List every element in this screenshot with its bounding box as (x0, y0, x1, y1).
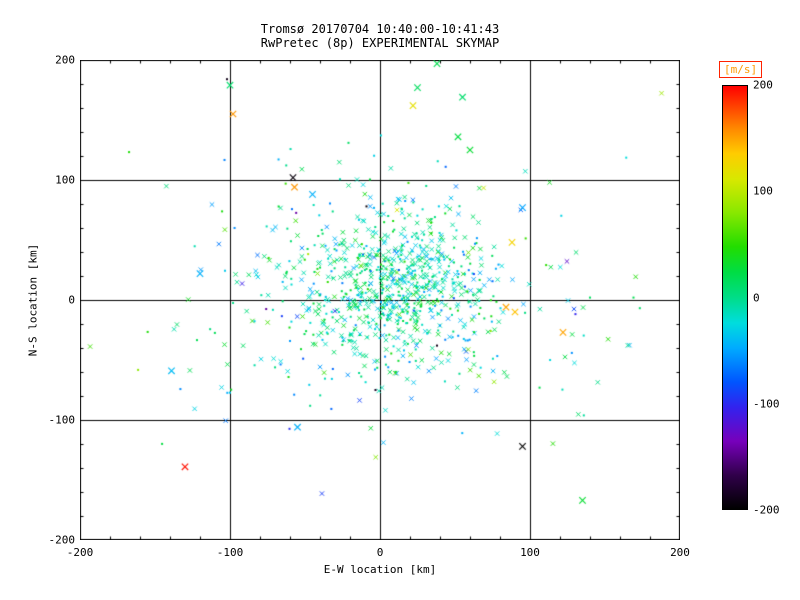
x-tick-label: 0 (376, 546, 384, 559)
colorbar-unit-label: [m/s] (719, 61, 763, 78)
y-tick-label: -100 (48, 413, 76, 427)
y-axis-title: N-S location [km] (26, 243, 40, 357)
x-tick-label: -100 (216, 546, 244, 559)
x-axis-tick-labels: -200 -100 0 100 200 (67, 546, 690, 560)
y-tick-label: -200 (48, 533, 76, 547)
title-block: Tromsø 20170704 10:40:00-10:41:43 RwPret… (80, 22, 680, 50)
colorbar-tick-label: -200 (753, 503, 780, 517)
colorbar (722, 85, 748, 510)
colorbar-tick-labels: 200 100 0 -100 -200 (753, 79, 797, 517)
x-tick-label: 100 (520, 546, 540, 559)
chart-title: Tromsø 20170704 10:40:00-10:41:43 (260, 22, 500, 36)
plot-canvas (80, 60, 680, 540)
colorbar-tick-label: 200 (753, 78, 773, 92)
y-tick-label: 0 (68, 293, 75, 307)
x-tick-label: -200 (66, 546, 94, 559)
chart-subtitle: RwPretec (8p) EXPERIMENTAL SKYMAP (260, 36, 500, 50)
y-tick-label: 100 (55, 173, 75, 187)
colorbar-tick-label: -100 (753, 397, 780, 411)
y-tick-label: 200 (55, 53, 75, 67)
y-axis-tick-labels: 200 100 0 -100 -200 (28, 54, 76, 547)
x-axis-title: E-W location [km] (323, 563, 437, 576)
colorbar-tick-label: 0 (753, 291, 760, 304)
colorbar-tick-label: 100 (753, 184, 773, 198)
x-tick-label: 200 (670, 546, 690, 559)
